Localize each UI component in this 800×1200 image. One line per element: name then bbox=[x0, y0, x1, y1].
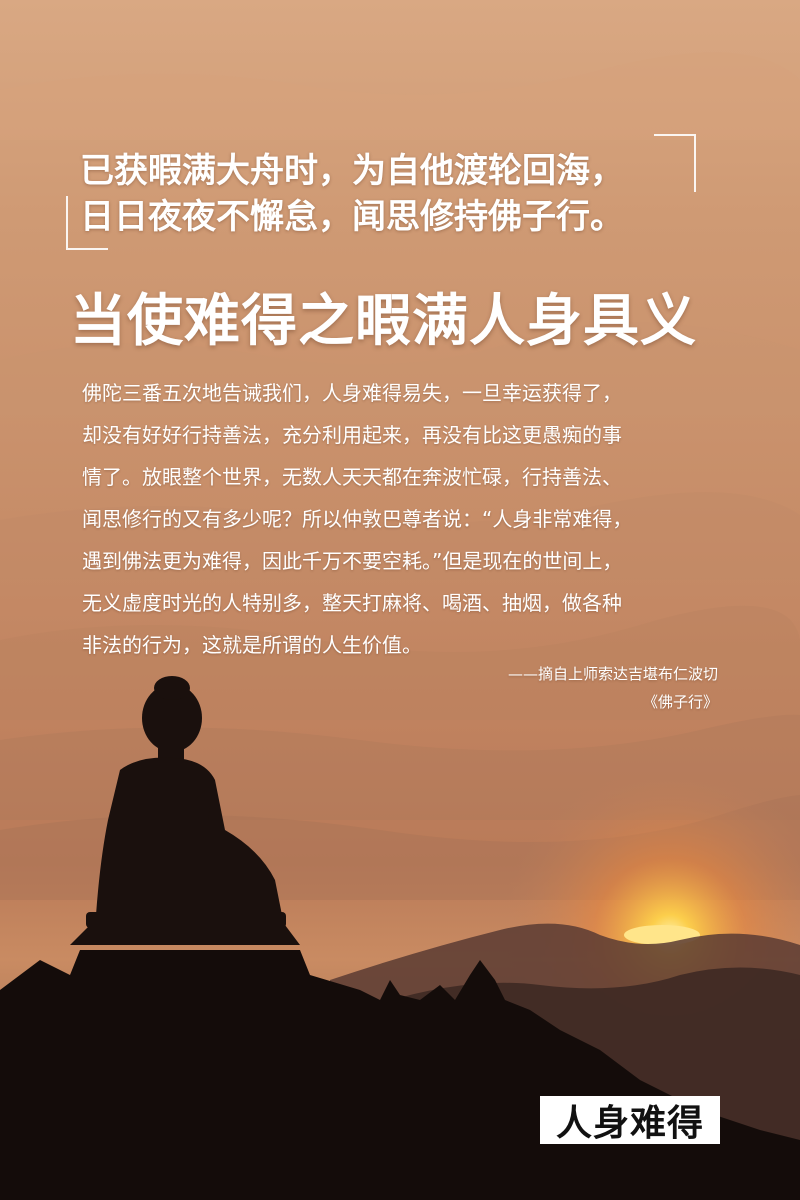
title-stamp: 人身难得 bbox=[540, 1096, 720, 1144]
buddha-statue-silhouette bbox=[96, 676, 282, 915]
body-line: 闻思修行的又有多少呢？所以仲敦巴尊者说：“人身非常难得， bbox=[82, 507, 633, 531]
body-line: 非法的行为，这就是所谓的人生价值。 bbox=[82, 633, 422, 657]
body-line: 佛陀三番五次地告诫我们，人身难得易失，一旦幸运获得了， bbox=[82, 381, 622, 405]
attribution-source: 《佛子行》 bbox=[642, 693, 718, 711]
body-line: 情了。放眼整个世界，无数人天天都在奔波忙碌，行持善法、 bbox=[82, 465, 622, 489]
verse: 已获暇满大舟时，为自他渡轮回海， 日日夜夜不懈怠，闻思修持佛子行。 bbox=[80, 148, 720, 240]
attribution-author: ——摘自上师索达吉堪布仁波切 bbox=[507, 665, 718, 683]
bracket-top-right bbox=[654, 134, 696, 192]
body-line: 遇到佛法更为难得，因此千万不要空耗。”但是现在的世间上， bbox=[82, 549, 623, 573]
bracket-bottom-left bbox=[66, 196, 108, 250]
attribution: ——摘自上师索达吉堪布仁波切 《佛子行》 bbox=[508, 660, 718, 716]
body-line: 无义虚度时光的人特别多，整天打麻将、喝酒、抽烟，做各种 bbox=[82, 591, 622, 615]
body-line: 却没有好好行持善法，充分利用起来，再没有比这更愚痴的事 bbox=[82, 423, 622, 447]
verse-line-1: 已获暇满大舟时，为自他渡轮回海， bbox=[80, 151, 624, 191]
verse-line-2: 日日夜夜不懈怠，闻思修持佛子行。 bbox=[80, 197, 624, 237]
body-text: 佛陀三番五次地告诫我们，人身难得易失，一旦幸运获得了， 却没有好好行持善法，充分… bbox=[82, 372, 722, 666]
page-title: 当使难得之暇满人身具义 bbox=[70, 289, 697, 354]
